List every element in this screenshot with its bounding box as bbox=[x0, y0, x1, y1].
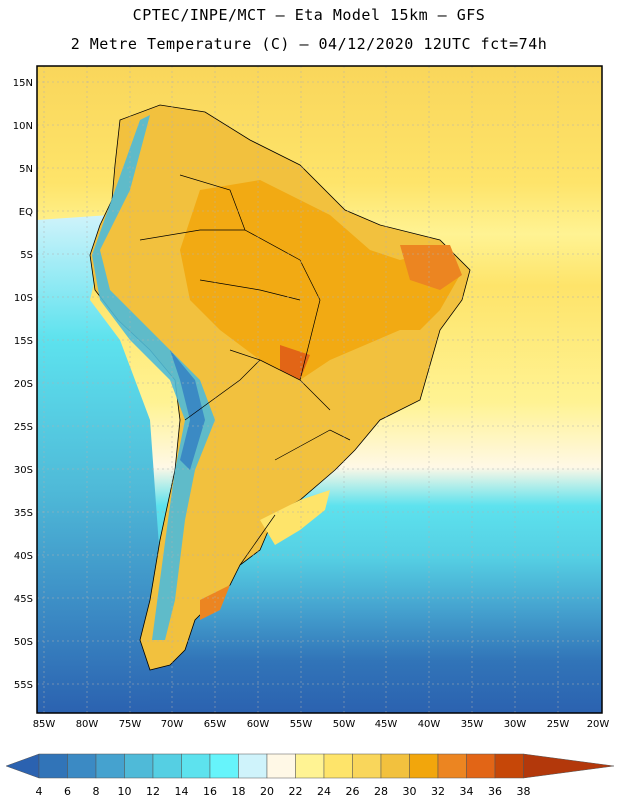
lon-label: 80W bbox=[76, 719, 99, 730]
lat-label: 20S bbox=[14, 379, 33, 390]
lon-label: 75W bbox=[119, 719, 142, 730]
colorbar-tick-label: 32 bbox=[431, 785, 445, 798]
colorbar-swatch bbox=[95, 753, 125, 779]
longitude-labels: 85W 80W 75W 70W 65W 60W 55W 50W 45W 40W … bbox=[33, 719, 610, 730]
lat-label: 15N bbox=[13, 78, 33, 89]
colorbar-tick-label: 10 bbox=[118, 785, 132, 798]
lon-label: 40W bbox=[418, 719, 441, 730]
lat-label: 5N bbox=[19, 164, 33, 175]
lon-label: 35W bbox=[461, 719, 484, 730]
lon-label: 50W bbox=[333, 719, 356, 730]
gridlines bbox=[37, 66, 602, 713]
colorbar-swatch bbox=[209, 753, 239, 779]
lat-label: 15S bbox=[14, 336, 33, 347]
lon-label: 60W bbox=[247, 719, 270, 730]
interior-heat bbox=[180, 180, 460, 380]
colorbar-tick-label: 6 bbox=[64, 785, 71, 798]
lat-label: 10N bbox=[13, 121, 33, 132]
colorbar-swatch bbox=[352, 753, 382, 779]
colorbar-tick-label: 22 bbox=[289, 785, 303, 798]
colorbar-tick-label: 16 bbox=[203, 785, 217, 798]
lon-label: 70W bbox=[161, 719, 184, 730]
colorbar-tick-label: 18 bbox=[232, 785, 246, 798]
lat-label: 35S bbox=[14, 508, 33, 519]
lat-label: 50S bbox=[14, 637, 33, 648]
colorbar-tick-label: 24 bbox=[317, 785, 331, 798]
lon-label: 30W bbox=[504, 719, 527, 730]
colorbar-swatch bbox=[38, 753, 68, 779]
country-borders bbox=[139, 174, 351, 566]
colorbar-swatch bbox=[181, 753, 211, 779]
lat-label: 45S bbox=[14, 594, 33, 605]
map-field bbox=[37, 66, 602, 713]
colorbar-swatch bbox=[323, 753, 353, 779]
lat-label: 30S bbox=[14, 465, 33, 476]
colorbar-tick-label: 34 bbox=[460, 785, 474, 798]
colorbar-swatch bbox=[266, 753, 296, 779]
colorbar-tick-label: 36 bbox=[488, 785, 502, 798]
lat-label: 10S bbox=[14, 293, 33, 304]
lon-label: 85W bbox=[33, 719, 56, 730]
title-model: CPTEC/INPE/MCT – Eta Model 15km – GFS bbox=[132, 6, 486, 24]
colorbar-tick-label: 28 bbox=[374, 785, 388, 798]
pacific-ocean bbox=[37, 215, 160, 713]
andes-high-peaks bbox=[170, 350, 205, 470]
colorbar-tick-label: 20 bbox=[260, 785, 274, 798]
colorbar-tick-label: 8 bbox=[93, 785, 100, 798]
colorbar-swatch bbox=[295, 753, 325, 779]
colorbar-swatch bbox=[494, 753, 524, 779]
lon-label: 45W bbox=[375, 719, 398, 730]
colorbar-swatch bbox=[380, 753, 410, 779]
colorbar-tick-label: 14 bbox=[175, 785, 189, 798]
colorbar-tick-label: 38 bbox=[517, 785, 531, 798]
colorbar-swatch bbox=[152, 753, 182, 779]
pampas-region bbox=[260, 490, 330, 545]
colorbar-swatch bbox=[437, 753, 467, 779]
colorbar-swatch bbox=[466, 753, 496, 779]
lon-label: 25W bbox=[547, 719, 570, 730]
lat-label: 5S bbox=[20, 250, 33, 261]
andes-cold-band bbox=[92, 115, 215, 640]
lon-label: 65W bbox=[204, 719, 227, 730]
colorbar-swatch bbox=[238, 753, 268, 779]
lat-label: EQ bbox=[19, 207, 33, 218]
latitude-labels: 15N 10N 5N EQ 5S 10S 15S 20S 25S 30S 35S… bbox=[13, 78, 33, 691]
map-frame bbox=[36, 65, 603, 714]
colorbar-high-arrow bbox=[523, 753, 615, 779]
lat-label: 40S bbox=[14, 551, 33, 562]
colorbar-tick-label: 30 bbox=[403, 785, 417, 798]
colorbar-swatch bbox=[67, 753, 97, 779]
colorbar-swatch bbox=[409, 753, 439, 779]
lat-label: 55S bbox=[14, 680, 33, 691]
colorbar-tick-label: 4 bbox=[36, 785, 43, 798]
northeast-heat bbox=[400, 245, 462, 290]
lat-label: 25S bbox=[14, 422, 33, 433]
title-variable: 2 Metre Temperature (C) – 04/12/2020 12U… bbox=[70, 35, 548, 53]
colorbar-tick-label: 26 bbox=[346, 785, 360, 798]
colorbar-low-arrow bbox=[5, 753, 40, 779]
colorbar: 4 6 8 10 12 14 16 18 20 22 24 26 28 30 32 34 36 38 bbox=[5, 753, 615, 798]
lon-label: 20W bbox=[587, 719, 610, 730]
colorbar-swatch bbox=[124, 753, 154, 779]
lon-label: 55W bbox=[290, 719, 313, 730]
colorbar-tick-label: 12 bbox=[146, 785, 160, 798]
